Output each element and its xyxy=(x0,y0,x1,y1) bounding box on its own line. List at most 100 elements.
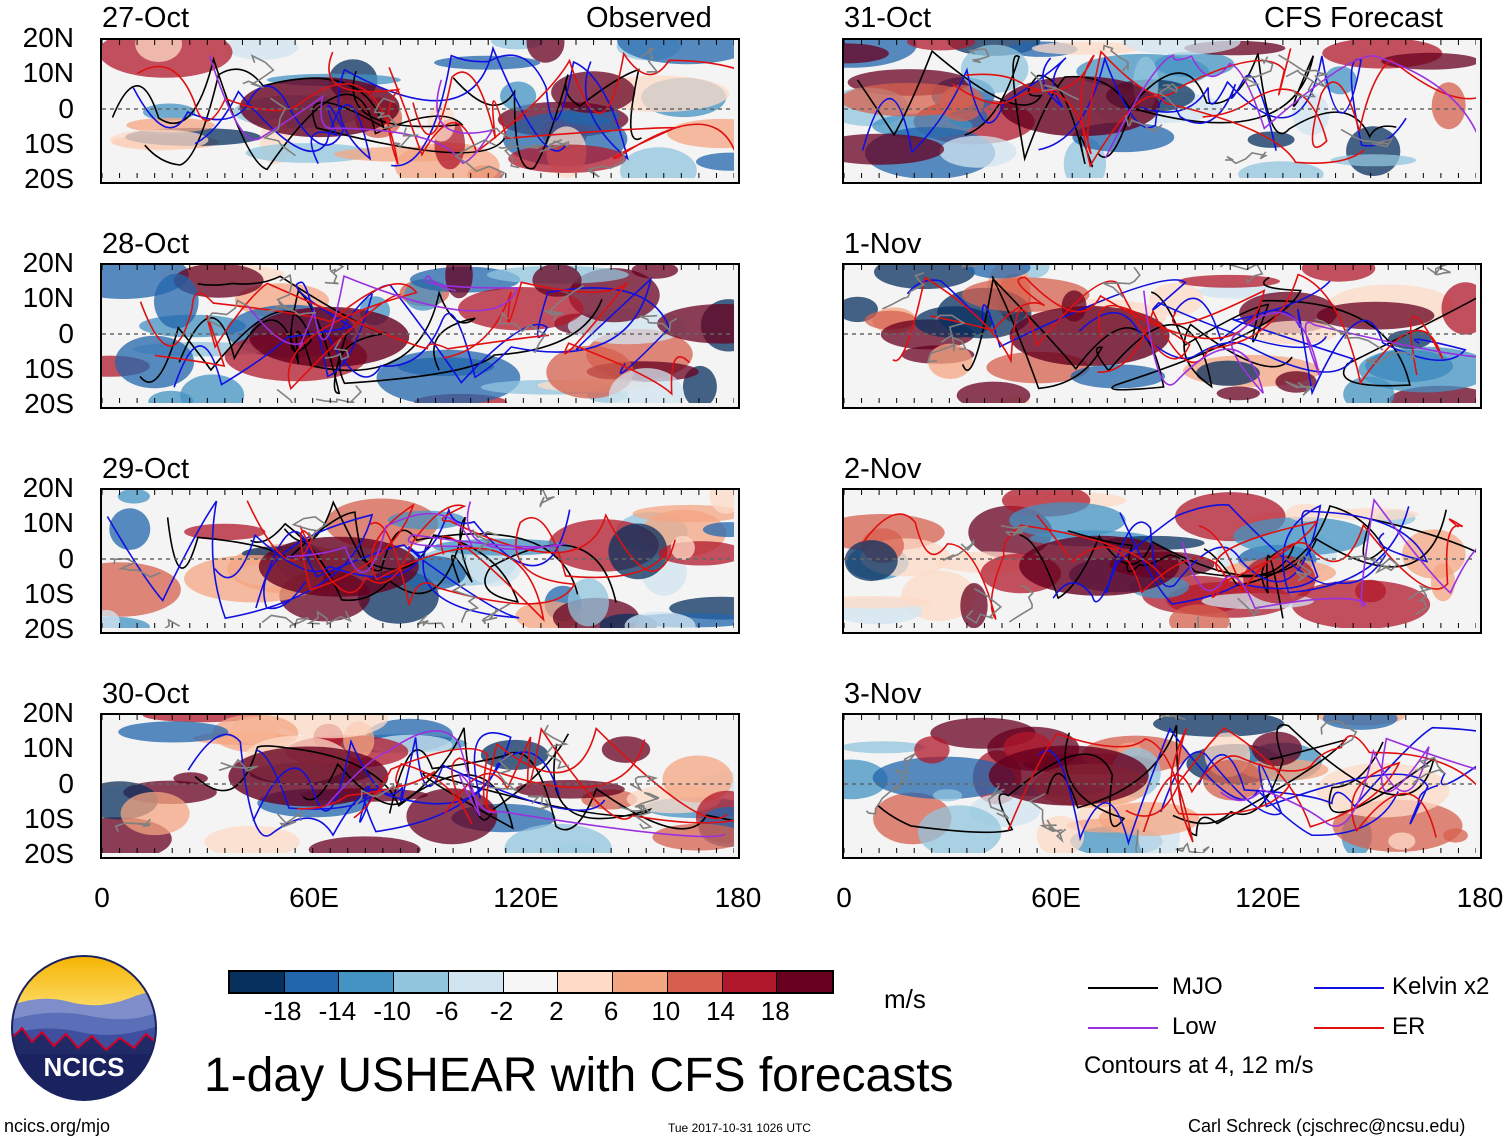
wave-contour xyxy=(991,275,1293,390)
coastline xyxy=(316,385,362,403)
anomaly-patch xyxy=(844,43,889,64)
coastline xyxy=(488,752,518,793)
wave-contour xyxy=(1052,504,1387,603)
coastline xyxy=(1102,44,1129,73)
anomaly-patch xyxy=(120,791,190,836)
coastline xyxy=(539,138,570,153)
wave-contour xyxy=(283,500,617,603)
anomaly-patch xyxy=(1292,92,1330,136)
lat-label: 10S xyxy=(24,128,74,159)
wave-contour xyxy=(178,290,476,372)
coastline xyxy=(587,149,625,178)
coastline xyxy=(639,314,678,333)
anomaly-core xyxy=(1019,535,1180,596)
colorbar-swatch xyxy=(722,972,778,992)
coastline xyxy=(968,48,990,64)
wave-contour xyxy=(1078,280,1355,373)
coastline xyxy=(454,139,506,178)
observed-header: Observed xyxy=(586,2,712,34)
wave-contour xyxy=(132,85,345,165)
anomaly-patch xyxy=(225,40,299,60)
lon-label: 0 xyxy=(836,882,852,913)
wave-contour xyxy=(1202,58,1476,148)
wave-contour xyxy=(391,54,629,167)
anomaly-patch xyxy=(608,368,685,403)
wave-contour xyxy=(246,500,545,622)
lat-label: 20S xyxy=(24,613,74,644)
anomaly-patch xyxy=(1122,40,1241,55)
anomaly-patch xyxy=(917,805,1002,853)
lat-label: 10N xyxy=(22,282,74,313)
coastline xyxy=(926,333,956,363)
anomaly-patch xyxy=(1358,346,1476,393)
anomaly-patch xyxy=(546,345,634,399)
colorbar-tick-label: 14 xyxy=(706,996,735,1026)
wave-contour xyxy=(952,48,1292,155)
coastline xyxy=(528,795,552,811)
lon-label: 180 xyxy=(714,882,762,913)
lon-label: 180 xyxy=(1456,882,1504,913)
coastline xyxy=(1285,69,1317,98)
wave-contour xyxy=(1007,727,1291,843)
coastline xyxy=(206,299,249,328)
wave-contour xyxy=(1203,505,1476,587)
coastline xyxy=(164,618,181,628)
anomaly-patch xyxy=(1346,126,1401,176)
lat-label: 0 xyxy=(58,543,74,574)
lat-label: 20N xyxy=(22,247,74,278)
colorbar-swatch xyxy=(394,972,449,992)
anomaly-patch xyxy=(709,490,734,514)
wave-contour xyxy=(247,274,519,348)
coastline xyxy=(1135,829,1139,853)
footer-url[interactable]: ncics.org/mjo xyxy=(4,1116,111,1136)
anomaly-patch xyxy=(1196,284,1281,299)
anomaly-patch xyxy=(914,736,950,764)
coastline xyxy=(1030,71,1080,101)
wave-contour xyxy=(139,289,348,395)
lat-label: 20S xyxy=(24,838,74,869)
colorbar-swatch xyxy=(448,972,504,992)
wave-contour xyxy=(1220,737,1476,827)
legend-note: Contours at 4, 12 m/s xyxy=(1084,1052,1314,1079)
anomaly-core xyxy=(1009,306,1170,367)
wave-contour xyxy=(136,51,401,165)
lat-label: 10S xyxy=(24,803,74,834)
lat-label: 10N xyxy=(22,507,74,538)
wave-contour xyxy=(1198,726,1476,808)
map-panel-2-nov xyxy=(842,488,1482,634)
colorbar-swatch xyxy=(777,972,832,992)
anomaly-patch xyxy=(102,562,181,617)
wave-contour xyxy=(388,749,734,831)
map-panel-29-oct xyxy=(100,488,740,634)
colorbar-swatch xyxy=(230,972,285,992)
footer-author: Carl Schreck (cjschrec@ncsu.edu) xyxy=(1188,1116,1466,1136)
coastline xyxy=(882,272,926,310)
anomaly-patch xyxy=(624,611,696,628)
coastline xyxy=(1000,524,1029,537)
map-panel-3-nov xyxy=(842,713,1482,859)
anomaly-patch xyxy=(702,522,734,538)
coastline xyxy=(1412,756,1446,784)
anomaly-patch xyxy=(844,540,898,582)
anomaly-patch xyxy=(109,508,151,550)
legend-label-kelvin: Kelvin x2 xyxy=(1392,973,1490,1000)
coastline xyxy=(114,818,151,833)
coastline xyxy=(1426,265,1451,276)
map-field xyxy=(102,40,734,178)
coastline xyxy=(1124,115,1163,134)
wave-contour xyxy=(1198,518,1464,592)
anomaly-patch xyxy=(662,755,733,803)
coastline xyxy=(1219,265,1264,285)
coastline xyxy=(1295,553,1313,582)
anomaly-patch xyxy=(458,287,584,331)
colorbar-tick-label: -18 xyxy=(263,996,302,1026)
anomaly-patch xyxy=(956,381,1031,403)
wave-contour xyxy=(892,276,1191,364)
panel-date-1-nov: 1-Nov xyxy=(844,228,922,260)
wave-contour xyxy=(194,727,570,821)
coastline xyxy=(640,47,659,73)
anomaly-patch xyxy=(204,825,300,853)
lat-label: 10N xyxy=(22,57,74,88)
colorbar-tick-label: 6 xyxy=(603,996,619,1026)
anomaly-patch xyxy=(1169,604,1230,628)
